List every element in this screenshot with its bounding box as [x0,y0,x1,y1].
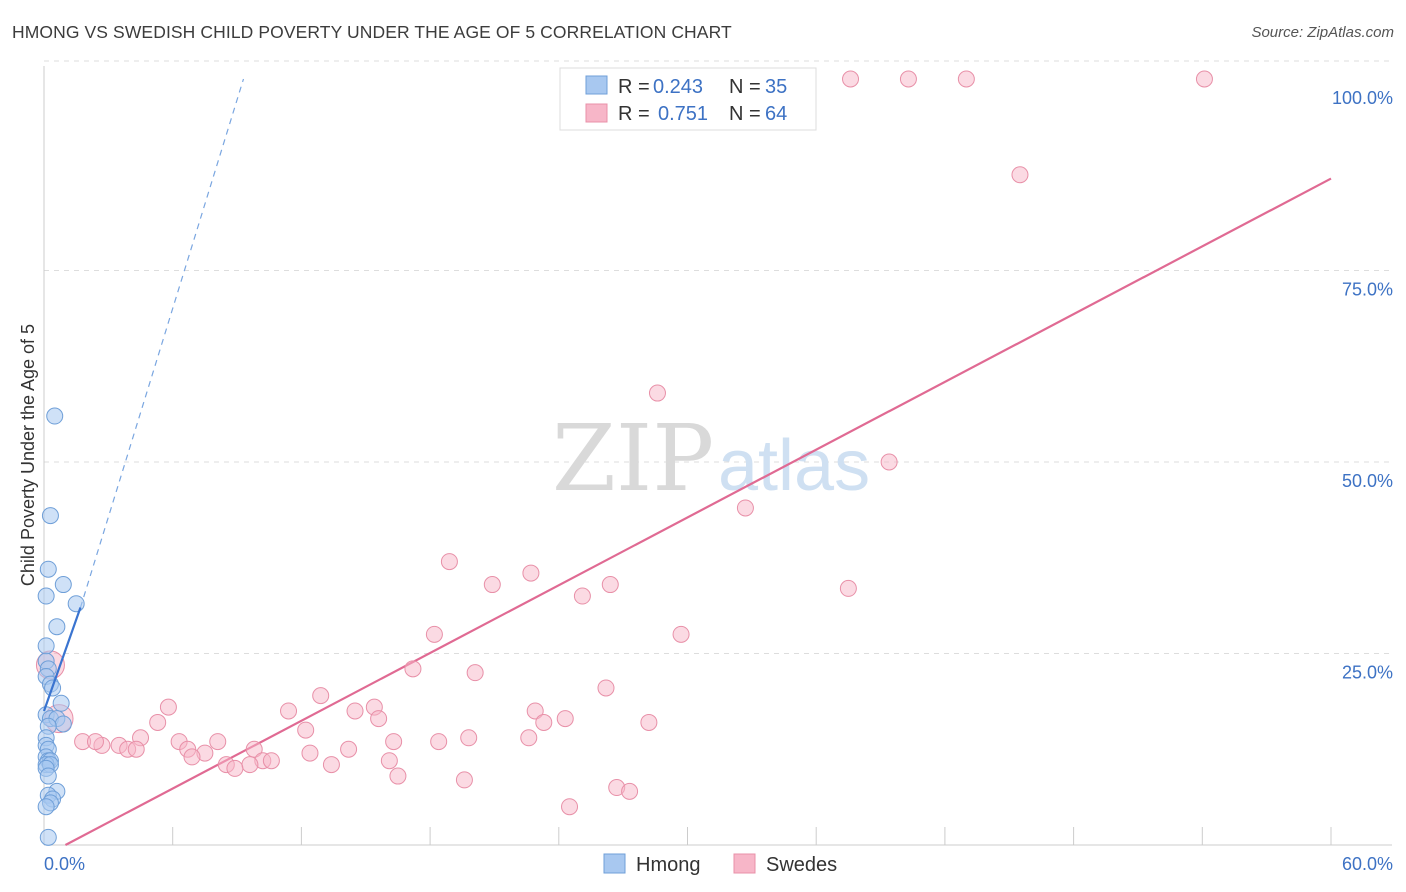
stats-legend: R = 0.243 N = 35 R = 0.751 N = 64 [559,67,817,131]
swedes-point [466,664,484,682]
hmong-point [54,576,72,594]
swedes-point [522,564,540,582]
swedes-point [1011,166,1029,184]
swedes-point [389,767,407,785]
swedes-point [957,70,975,88]
source-credit: Source: ZipAtlas.com [1251,24,1394,41]
series-legend: Hmong Swedes [603,853,837,876]
hmong-point [67,595,85,613]
swedes-point [899,70,917,88]
swedes-n-label: N = [729,103,761,125]
swedes-point [601,576,619,594]
y-tick-label: 50.0% [1342,471,1393,491]
swedes-point [226,759,244,777]
hmong-r-value: 0.243 [653,76,703,98]
swedes-point [183,748,201,766]
hmong-point [54,715,72,733]
swedes-point [556,710,574,728]
swedes-point [597,679,615,697]
hmong-point [41,507,59,525]
swedes-point [425,625,443,643]
x-tick-label-min: 0.0% [44,854,85,874]
hmong-trend-line [42,607,82,712]
swedes-point [280,702,298,720]
swedes-point [520,729,538,747]
swedes-point [573,587,591,605]
swedes-point [127,740,145,758]
swedes-point [346,702,364,720]
legend-hmong-label: Hmong [636,854,700,876]
swedes-point [455,771,473,789]
swedes-point [340,740,358,758]
hmong-r-label: R = [618,76,650,98]
hmong-n-value: 35 [765,76,787,98]
x-tick-label-max: 60.0% [1342,854,1393,874]
swedes-point [440,553,458,571]
chart-title: HMONG VS SWEDISH CHILD POVERTY UNDER THE… [12,22,732,42]
swedes-point [648,384,666,402]
swedes-trend-line [64,177,1332,846]
swedes-point [159,698,177,716]
hmong-n-label: N = [729,76,761,98]
swedes-point [880,453,898,471]
swedes-point [430,733,448,751]
swedes-point [385,733,403,751]
hmong-point [39,767,57,785]
swedes-point [640,713,658,731]
y-tick-label: 75.0% [1342,280,1393,300]
swedes-point [839,579,857,597]
hmong-point [39,560,57,578]
swedes-point [672,625,690,643]
swedes-point [404,660,422,678]
swedes-point [262,752,280,770]
swedes-point [535,713,553,731]
swedes-point [322,756,340,774]
legend-swedes-label: Swedes [766,854,837,876]
swedes-point [1195,70,1213,88]
watermark: ZIP atlas [552,405,870,512]
swedes-point [241,756,259,774]
swedes-n-value: 64 [765,103,787,125]
swedes-point [301,744,319,762]
swedes-point [209,733,227,751]
swedes-r-value: 0.751 [658,103,708,125]
swedes-point [297,721,315,739]
hmong-point [37,798,55,816]
swedes-point [149,713,167,731]
y-axis-label: Child Poverty Under the Age of 5 [18,324,38,586]
trend-lines [64,78,1332,846]
legend-hmong-swatch [603,853,626,874]
hmong-swatch [585,75,608,95]
swedes-point [561,798,579,816]
swedes-point [736,499,754,517]
swedes-point [312,687,330,705]
legend-swedes-swatch [733,853,756,874]
watermark-zip: ZIP [552,405,714,512]
swedes-point [370,710,388,728]
swedes-r-label: R = [618,103,650,125]
gridlines [44,60,1392,654]
hmong-point [39,828,57,846]
y-tick-label: 25.0% [1342,663,1393,683]
hmong-point [37,637,55,655]
hmong-point [37,587,55,605]
hmong-trend-extension [79,78,245,608]
swedes-point [86,733,104,751]
watermark-atlas: atlas [718,426,870,506]
y-tick-label: 100.0% [1332,88,1393,108]
swedes-point [526,702,544,720]
hmong-point [52,694,70,712]
hmong-point [48,618,66,636]
swedes-point [483,576,501,594]
swedes-swatch [585,103,608,123]
data-points [35,70,1213,846]
swedes-point [460,729,478,747]
swedes-point [621,782,639,800]
swedes-point [842,70,860,88]
tick-labels: 25.0% 50.0% 75.0% 100.0% 0.0% 60.0% [44,88,1393,874]
hmong-point [46,407,64,425]
swedes-point [380,752,398,770]
